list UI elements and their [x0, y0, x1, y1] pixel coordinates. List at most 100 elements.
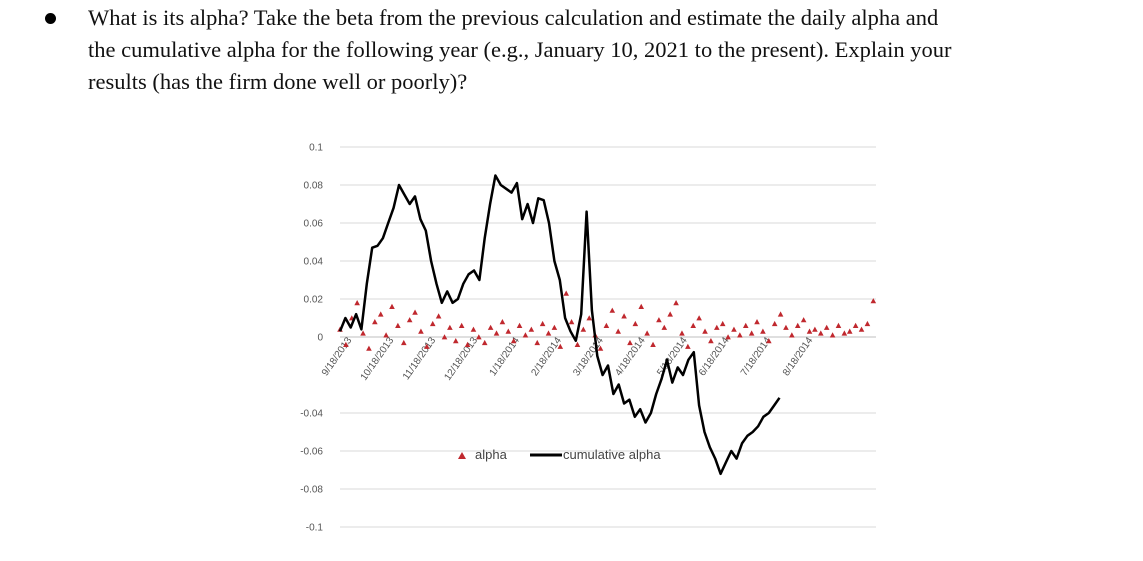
alpha-point	[638, 303, 645, 309]
alpha-point	[481, 339, 488, 346]
alpha-point	[754, 319, 760, 325]
alpha-point	[748, 330, 755, 336]
y-tick-label: 0.08	[304, 181, 324, 192]
alpha-point	[644, 330, 650, 336]
question-text: What is its alpha? Take the beta from th…	[88, 2, 1103, 98]
alpha-point	[829, 332, 836, 338]
alpha-point	[800, 317, 807, 323]
alpha-point	[424, 343, 430, 349]
y-axis-ticks: 0.1 0.08 0.06 0.04 0.02 0 -0.04 -0.06 -0.08 -0.1	[300, 143, 323, 534]
y-tick-label: 0.04	[304, 257, 324, 268]
alpha-point	[354, 300, 360, 306]
alpha-point	[603, 322, 610, 328]
alpha-point	[696, 315, 702, 321]
alpha-point	[627, 339, 633, 346]
legend-alpha-label: alpha	[475, 447, 508, 462]
alpha-point	[673, 300, 679, 306]
alpha-point	[823, 324, 830, 330]
alpha-series	[337, 290, 877, 351]
alpha-point	[661, 324, 668, 330]
alpha-point	[406, 317, 413, 323]
alpha-point	[794, 322, 801, 328]
alpha-point	[615, 328, 621, 334]
alpha-point	[586, 315, 593, 321]
cumulative-alpha-series	[338, 174, 781, 476]
x-axis-ticks: 9/18/2013 10/18/2013 11/18/2013 12/18/2013 1…	[320, 335, 816, 383]
alpha-point	[702, 328, 708, 334]
alpha-point	[505, 328, 512, 334]
y-tick-label: 0.1	[309, 143, 323, 154]
alpha-point	[568, 319, 575, 325]
alpha-point	[470, 326, 477, 332]
x-tick-label: 2/18/2014	[529, 335, 564, 378]
question-line-3: results (has the firm done well or poorl…	[88, 69, 468, 94]
alpha-point	[377, 311, 384, 317]
y-tick-label: 0.06	[304, 219, 324, 230]
alpha-point	[719, 320, 726, 327]
alpha-point	[360, 330, 366, 336]
alpha-point	[621, 313, 627, 319]
alpha-point	[366, 345, 372, 351]
alpha-point	[737, 332, 743, 338]
y-tick-label: -0.1	[306, 523, 324, 534]
alpha-point	[731, 326, 737, 332]
alpha-point	[656, 317, 662, 323]
y-tick-label: -0.06	[300, 447, 323, 458]
alpha-point	[864, 320, 871, 327]
alpha-point	[777, 311, 784, 317]
alpha-point	[858, 326, 865, 332]
alpha-point	[510, 338, 517, 344]
alpha-point	[852, 322, 859, 328]
alpha-point	[452, 338, 459, 344]
alpha-point	[528, 326, 535, 332]
alpha-point	[447, 324, 453, 330]
bullet-point	[45, 13, 56, 24]
alpha-point	[464, 341, 471, 347]
chart-gridlines	[340, 146, 876, 528]
alpha-point	[522, 332, 529, 338]
alpha-point	[372, 319, 378, 325]
alpha-point	[395, 322, 401, 328]
alpha-point	[708, 338, 714, 344]
x-tick-label: 9/18/2013	[320, 335, 355, 378]
x-tick-label: 10/18/2013	[359, 335, 397, 383]
alpha-point	[597, 345, 604, 351]
legend-cumulative-label: cumulative alpha	[563, 447, 661, 462]
alpha-point	[499, 319, 506, 325]
x-tick-label: 8/18/2014	[781, 335, 816, 378]
alpha-point	[429, 320, 436, 327]
alpha-point	[343, 341, 349, 347]
alpha-point	[580, 326, 587, 332]
x-tick-label: 6/18/2014	[697, 335, 732, 378]
alpha-point	[806, 328, 813, 334]
alpha-point	[835, 322, 842, 328]
cumulative-alpha-line	[338, 174, 781, 476]
alpha-point	[714, 324, 720, 330]
alpha-point	[412, 309, 418, 315]
alpha-point	[383, 332, 389, 338]
alpha-point	[685, 343, 691, 349]
alpha-point	[534, 339, 541, 346]
alpha-point	[841, 330, 848, 336]
alpha-point	[435, 313, 442, 319]
alpha-point	[789, 332, 795, 338]
alpha-point	[418, 328, 424, 334]
y-tick-label: -0.08	[300, 485, 323, 496]
alpha-point	[574, 341, 581, 347]
alpha-point	[400, 339, 407, 346]
question-line-1: What is its alpha? Take the beta from th…	[88, 5, 939, 30]
alpha-point	[539, 320, 546, 327]
chart-legend: alpha cumulative alpha	[458, 447, 661, 462]
alpha-point	[476, 334, 482, 340]
y-tick-label: 0	[317, 333, 323, 344]
y-tick-label: 0.02	[304, 295, 324, 306]
alpha-point	[487, 324, 494, 330]
alpha-point	[725, 334, 731, 340]
alpha-point	[783, 324, 789, 330]
alpha-point	[563, 290, 569, 296]
alpha-point	[817, 330, 824, 336]
alpha-point	[679, 330, 685, 336]
legend-alpha-marker	[458, 452, 466, 459]
alpha-point	[771, 320, 778, 327]
